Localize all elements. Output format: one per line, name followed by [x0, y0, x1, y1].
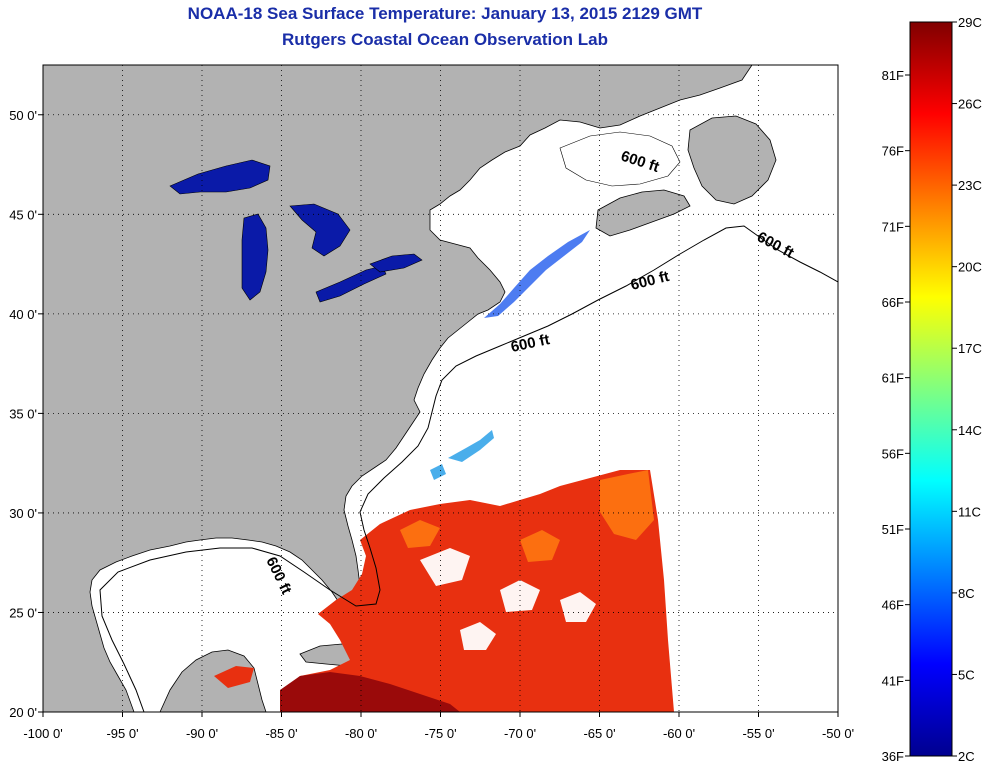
colorbar-fahrenheit-label: 51F	[882, 522, 904, 537]
longitude-axis: -100 0' -95 0' -90 0' -85 0' -80 0' -75 0' -70…	[23, 712, 854, 741]
lon-tick-label: -55 0'	[742, 726, 774, 741]
colorbar-celsius-label: 29C	[958, 15, 982, 30]
lon-tick-label: -75 0'	[424, 726, 456, 741]
sst-cloud-gaps	[420, 548, 596, 650]
sst-hot-caribbean	[280, 672, 460, 712]
latitude-axis: 20 0' 25 0' 30 0' 35 0' 40 0' 45 0' 50 0'	[9, 108, 43, 720]
lon-tick-label: -80 0'	[345, 726, 377, 741]
colorbar	[909, 21, 953, 757]
lat-tick-label: 35 0'	[9, 406, 37, 421]
gulf-st-lawrence	[559, 131, 681, 187]
lat-tick-label: 45 0'	[9, 207, 37, 222]
colorbar-fahrenheit-label: 71F	[882, 219, 904, 234]
lon-tick-label: -100 0'	[23, 726, 62, 741]
sst-cold-shelf	[484, 230, 590, 318]
colorbar-fahrenheit-label: 36F	[882, 749, 904, 764]
colorbar-fahrenheit-label: 41F	[882, 673, 904, 688]
lon-tick-label: -90 0'	[186, 726, 218, 741]
land-newfoundland	[687, 115, 777, 205]
lake-michigan	[241, 213, 269, 301]
lake-erie	[315, 265, 387, 303]
colorbar-fahrenheit-label: 61F	[882, 371, 904, 386]
colorbar-celsius-label: 20C	[958, 260, 982, 275]
colorbar-celsius-label: 8C	[958, 586, 975, 601]
colorbar-celsius-label: 14C	[958, 423, 982, 438]
colorbar-fahrenheit-label: 81F	[882, 68, 904, 83]
map-subtitle: Rutgers Coastal Ocean Observation Lab	[282, 30, 608, 49]
lon-tick-label: -65 0'	[583, 726, 615, 741]
colorbar-fahrenheit-label: 56F	[882, 446, 904, 461]
land-north-america	[43, 65, 753, 712]
lat-tick-label: 50 0'	[9, 108, 37, 123]
colorbar-celsius-label: 2C	[958, 749, 975, 764]
colorbar-fahrenheit-labels: 81F 76F 71F 66F 61F 56F 51F 46F 41F 36F	[882, 68, 910, 764]
lake-superior	[169, 159, 271, 195]
colorbar-fahrenheit-label: 66F	[882, 295, 904, 310]
colorbar-celsius-label: 17C	[958, 341, 982, 356]
colorbar-celsius-label: 26C	[958, 97, 982, 112]
colorbar-celsius-label: 23C	[958, 178, 982, 193]
lon-tick-label: -95 0'	[106, 726, 138, 741]
land-yucatan	[159, 649, 267, 712]
sst-scattered-cool	[430, 430, 494, 480]
lat-tick-label: 30 0'	[9, 506, 37, 521]
colorbar-fahrenheit-label: 76F	[882, 144, 904, 159]
depth-contour-600ft	[99, 225, 838, 712]
sst-warm-region	[280, 470, 674, 712]
lat-tick-label: 25 0'	[9, 605, 37, 620]
map-title: NOAA-18 Sea Surface Temperature: January…	[187, 4, 703, 23]
lake-huron	[289, 203, 351, 257]
map-layers: 600 ft 600 ft 600 ft 600 ft 600 ft	[43, 65, 838, 712]
sst-orange-patches	[400, 470, 654, 562]
lon-tick-label: -70 0'	[504, 726, 536, 741]
lon-tick-label: -50 0'	[822, 726, 854, 741]
lake-ontario	[369, 253, 423, 273]
lat-tick-label: 20 0'	[9, 705, 37, 720]
lon-tick-label: -85 0'	[265, 726, 297, 741]
colorbar-celsius-label: 11C	[958, 504, 981, 519]
lon-tick-label: -60 0'	[663, 726, 695, 741]
colorbar-celsius-labels: 29C 26C 23C 20C 17C 14C 11C 8C 5C 2C	[952, 15, 982, 764]
colorbar-celsius-label: 5C	[958, 667, 975, 682]
land-nova-scotia	[595, 189, 691, 237]
sst-yucatan-spot	[214, 666, 254, 688]
colorbar-fahrenheit-label: 46F	[882, 598, 904, 613]
lat-tick-label: 40 0'	[9, 307, 37, 322]
